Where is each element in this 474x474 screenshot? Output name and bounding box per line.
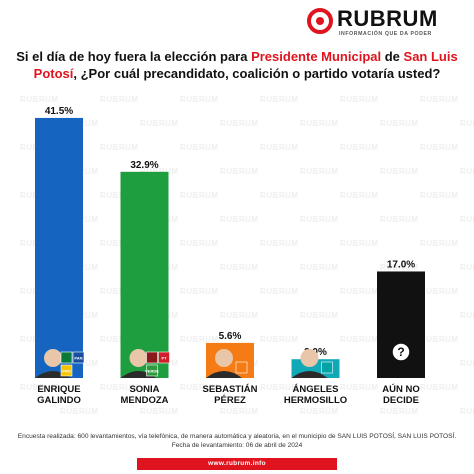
question-highlight-2: San Luis Potosí [33, 49, 458, 81]
party-logo-text: PT [161, 356, 167, 361]
candidate-face-icon [129, 349, 148, 367]
rubrum-logo: RUBRUM INFORMACIÓN QUE DA PODER [307, 6, 467, 40]
party-logo-icon [60, 364, 73, 377]
bar-5 [377, 271, 425, 378]
question-part-3: , ¿Por cuál precandidato, coalición o pa… [73, 66, 441, 81]
party-logo-text: PAN [74, 356, 82, 361]
category-label: SEBASTIÁN [203, 384, 258, 395]
candidate-body-icon [206, 371, 242, 378]
bar-2 [120, 171, 169, 378]
party-logo-text: VERDE [145, 369, 159, 374]
silhouette-shoulders-icon [383, 367, 419, 378]
logo-tagline: INFORMACIÓN QUE DA PODER [339, 31, 432, 37]
survey-question: Si el día de hoy fuera la elección para … [10, 48, 464, 82]
category-label: GALINDO [37, 395, 81, 406]
category-label: SONIA [129, 384, 159, 395]
category-label: ÁNGELES [293, 384, 339, 395]
question-part-2: de [381, 49, 404, 64]
bar-value-label: 32.9% [130, 160, 158, 171]
unknown-silhouette-icon [391, 342, 411, 362]
category-label: DECIDE [383, 395, 419, 406]
bar-value-label: 17.0% [387, 259, 415, 270]
category-label: PÉREZ [214, 395, 246, 406]
logo-circle-icon [307, 8, 333, 34]
category-label: MENDOZA [120, 395, 168, 406]
party-logo-icon [321, 361, 333, 374]
party-logo-text: PRD [62, 369, 71, 374]
category-label: AÚN NO [382, 383, 419, 395]
party-logo-icon [60, 351, 73, 364]
party-logo-icon [146, 364, 158, 377]
candidate-face-icon [215, 349, 233, 367]
question-highlight-1: Presidente Municipal [251, 49, 382, 64]
candidate-face-icon [44, 349, 62, 367]
survey-footnote: Encuesta realizada: 600 levantamientos, … [17, 433, 457, 449]
candidate-body-icon [291, 371, 328, 378]
bar-value-label: 41.5% [45, 106, 73, 117]
question-mark-icon: ? [397, 345, 404, 359]
party-logo-icon [146, 351, 158, 364]
party-logo-icon [72, 351, 85, 364]
party-logo-icon [158, 351, 170, 364]
logo-name: RUBRUM [337, 6, 438, 31]
question-part-1: Si el día de hoy fuera la elección para [16, 49, 252, 64]
candidate-face-icon [300, 349, 319, 367]
category-label: HERMOSILLO [284, 395, 347, 406]
category-label: ENRIQUE [37, 384, 80, 395]
party-logo-icon [235, 361, 248, 374]
website-url[interactable]: www.rubrum.info [137, 458, 337, 470]
bar-value-label: 5.6% [219, 331, 242, 342]
bar-1 [35, 117, 83, 378]
